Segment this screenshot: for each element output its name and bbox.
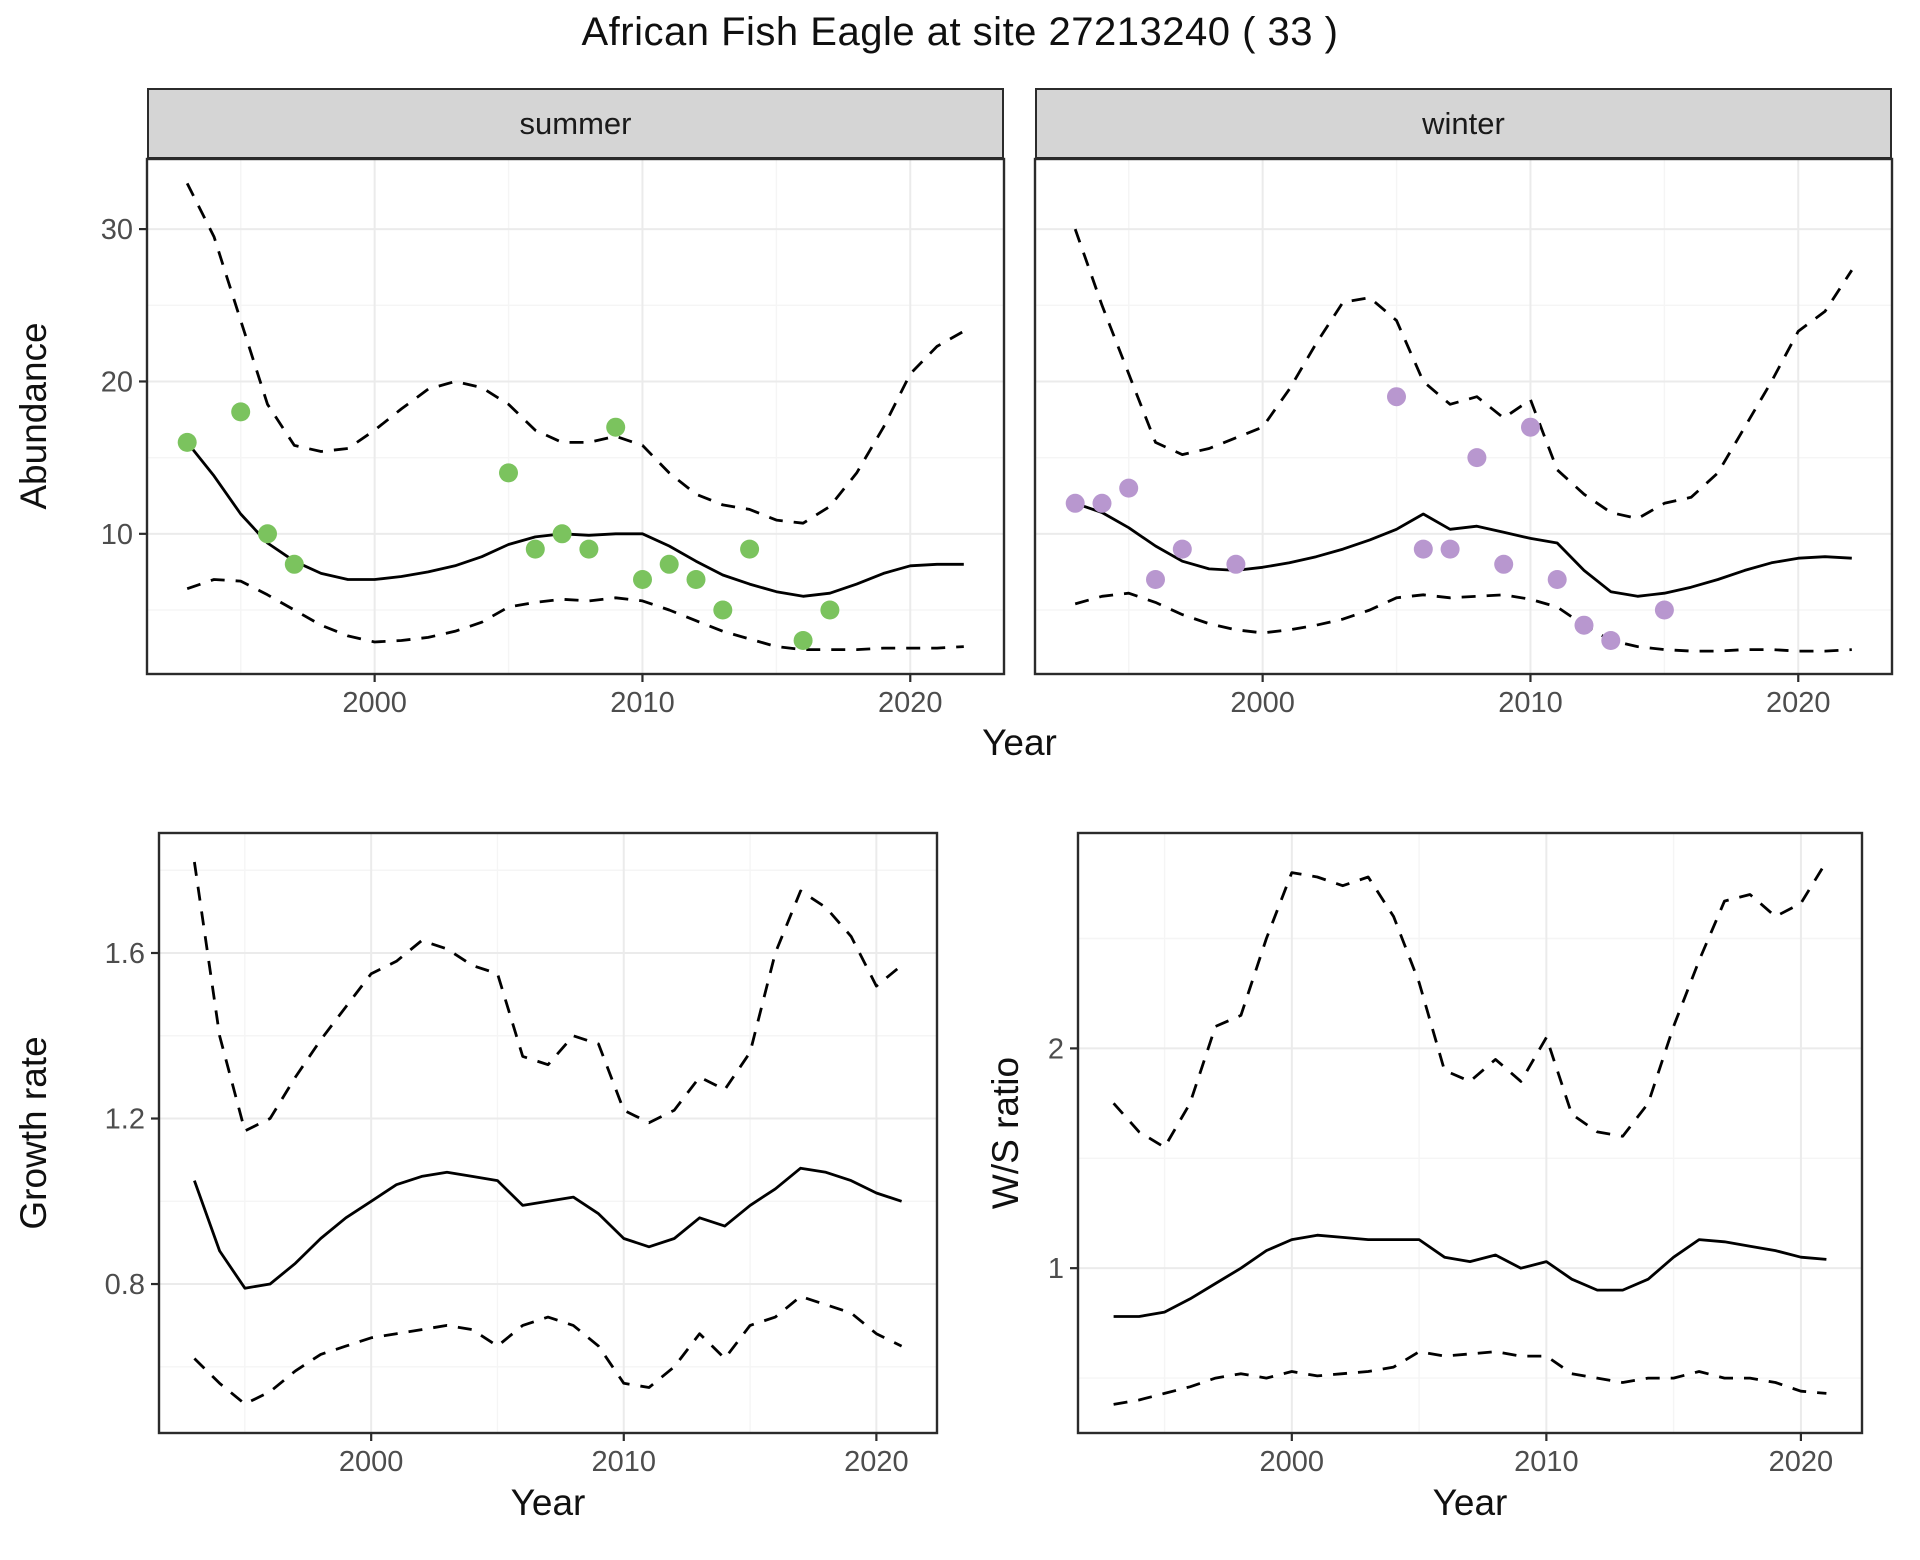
y-tick-label: 0.8 xyxy=(105,1269,145,1301)
data-point xyxy=(1226,554,1246,574)
fit-line xyxy=(193,1166,903,1290)
x-tick-label: 2010 xyxy=(610,687,675,719)
data-point xyxy=(1521,417,1540,437)
x-axis-label-year-ws: Year xyxy=(1432,1482,1508,1523)
data-point xyxy=(606,417,626,437)
data-point xyxy=(1387,387,1406,407)
data-point xyxy=(659,554,679,574)
data-point xyxy=(793,631,813,650)
y-axis-label-abundance: Abundance xyxy=(13,322,54,510)
x-tick-label: 2010 xyxy=(592,1446,657,1478)
panel-border xyxy=(145,157,1006,676)
data-point xyxy=(1065,493,1085,513)
data-point xyxy=(1494,554,1514,574)
lower-ci-line xyxy=(1074,591,1852,653)
lower-ci-line xyxy=(193,1294,903,1406)
y-tick-label: 10 xyxy=(101,519,133,551)
winter-abundance-plot: 2000 2010 2020 xyxy=(1033,157,1894,719)
data-point xyxy=(1547,570,1567,589)
y-tick-label: 1.2 xyxy=(105,1104,145,1136)
lower-ci-line xyxy=(1113,1350,1827,1406)
x-tick-label: 2020 xyxy=(1769,1446,1834,1478)
data-point xyxy=(820,600,840,620)
data-point xyxy=(499,463,518,483)
data-point xyxy=(740,539,760,559)
x-tick-label: 2020 xyxy=(844,1446,909,1478)
y-tick-label: 1.6 xyxy=(105,938,145,970)
chart-title: African Fish Eagle at site 27213240 ( 33… xyxy=(581,10,1339,54)
data-point xyxy=(633,570,652,589)
fit-line xyxy=(1074,501,1852,598)
upper-ci-line xyxy=(193,861,903,1133)
x-tick-label: 2000 xyxy=(1230,687,1295,719)
data-point xyxy=(258,524,277,544)
panel-border xyxy=(1033,157,1894,676)
fit-line xyxy=(186,441,964,598)
data-point xyxy=(1574,615,1594,635)
y-tick-label: 20 xyxy=(101,366,133,398)
x-tick-label: 2000 xyxy=(339,1446,404,1478)
data-point xyxy=(1092,493,1112,513)
y-tick-label: 2 xyxy=(1048,1033,1064,1065)
upper-ci-line xyxy=(185,182,965,525)
summer-abundance-plot: 2000 2010 2020 10 20 30 xyxy=(101,157,1006,719)
panel-background xyxy=(159,833,937,1433)
x-axis-label-year-growth: Year xyxy=(510,1482,586,1523)
y-axis-label-growth-rate: Growth rate xyxy=(13,1036,54,1230)
data-point xyxy=(1146,570,1165,589)
growth-rate-plot: 2000 2010 2020 0.8 1.2 1.6 xyxy=(105,831,939,1478)
data-point xyxy=(525,539,545,559)
panel-background xyxy=(1035,159,1892,674)
upper-ci-line xyxy=(1073,228,1853,521)
panel-background xyxy=(147,159,1004,674)
data-point xyxy=(579,539,599,559)
x-tick-label: 2000 xyxy=(342,687,407,719)
data-point xyxy=(1601,631,1621,650)
data-point xyxy=(552,524,572,544)
data-point xyxy=(713,600,733,620)
ws-ratio-plot: 2000 2010 2020 1 2 xyxy=(1048,831,1864,1478)
data-point xyxy=(1413,539,1433,559)
lower-ci-line xyxy=(186,578,964,652)
facet-strip-winter-label: winter xyxy=(1422,105,1505,141)
data-point xyxy=(1172,539,1192,559)
y-tick-label: 30 xyxy=(101,214,133,246)
x-tick-label: 2000 xyxy=(1260,1446,1325,1478)
data-point xyxy=(1467,448,1487,468)
x-tick-label: 2010 xyxy=(1498,687,1563,719)
data-point xyxy=(1119,478,1139,498)
panel-background xyxy=(1078,833,1862,1433)
x-axis-label-year-top: Year xyxy=(982,722,1057,763)
data-point xyxy=(231,402,251,422)
facet-strip-summer-label: summer xyxy=(519,105,632,141)
x-tick-label: 2020 xyxy=(1766,687,1831,719)
data-point xyxy=(177,432,197,452)
data-point xyxy=(1654,600,1674,620)
data-point xyxy=(686,570,706,589)
panel-border xyxy=(1076,831,1864,1435)
x-tick-label: 2020 xyxy=(878,687,943,719)
data-point xyxy=(284,554,304,574)
facet-strip-winter: winter xyxy=(1035,88,1892,159)
facet-strip-summer: summer xyxy=(147,88,1004,159)
panel-border xyxy=(157,831,939,1435)
y-tick-label: 1 xyxy=(1048,1253,1064,1285)
x-tick-label: 2010 xyxy=(1514,1446,1579,1478)
fit-line xyxy=(1113,1233,1827,1318)
data-point xyxy=(1440,539,1460,559)
